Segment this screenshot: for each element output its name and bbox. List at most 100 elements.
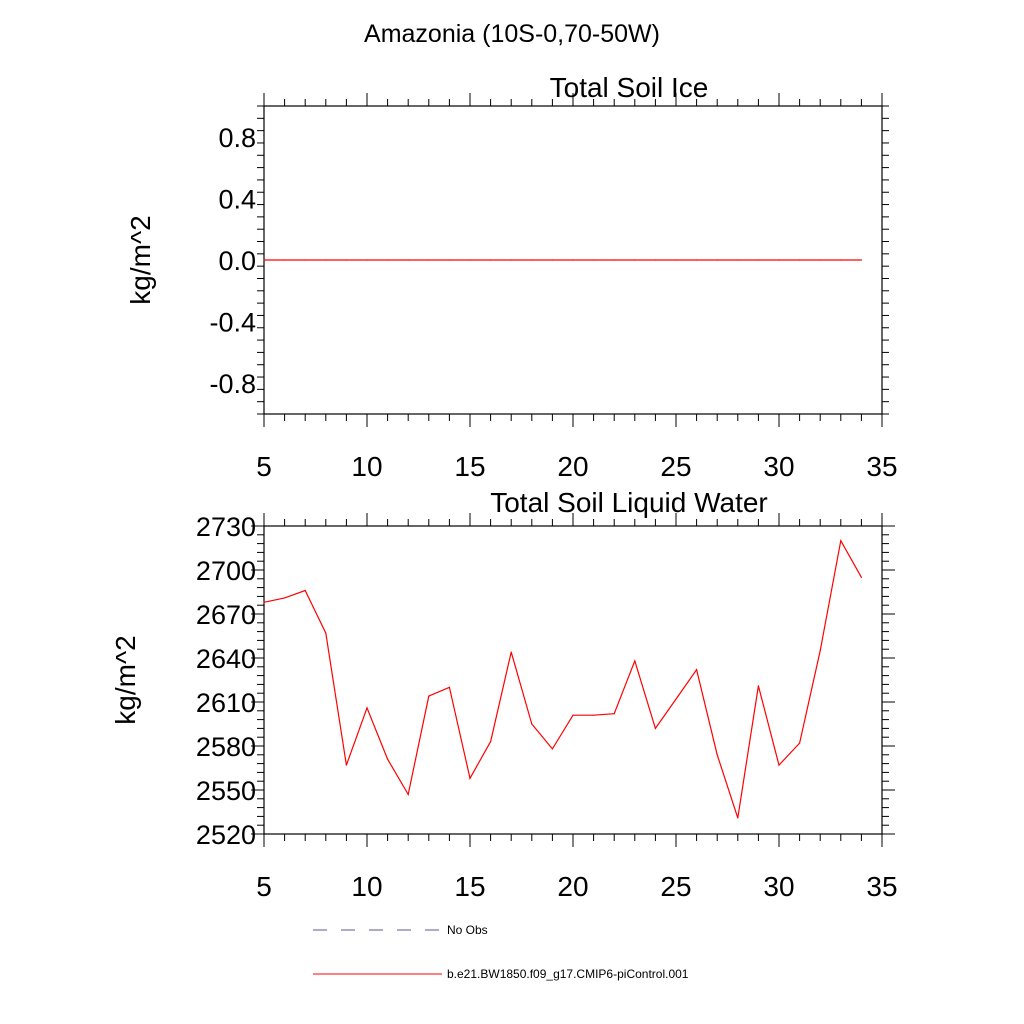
y-tick-label: 0.8 — [218, 123, 256, 153]
page-title: Amazonia (10S-0,70-50W) — [364, 20, 660, 48]
data-point — [510, 651, 512, 653]
soil-liquid-water-panel: Total Soil Liquid Water 5 10 15 20 25 30 35 2520… — [110, 487, 898, 902]
legend-obs-label: No Obs — [447, 923, 488, 937]
x-tick-label: 20 — [557, 871, 588, 902]
data-point — [675, 698, 677, 700]
y-tick-label: 0.4 — [218, 184, 256, 214]
soil-ice-panel: Total Soil Ice 5 10 15 20 25 30 35 -0.8 -0.4 0.0 0.… — [125, 72, 898, 482]
data-point — [799, 742, 801, 744]
x-tick-label: 15 — [454, 451, 485, 482]
data-point — [799, 259, 801, 261]
data-point — [778, 764, 780, 766]
data-point — [716, 754, 718, 756]
data-point — [345, 259, 347, 261]
x-tick-label: 30 — [763, 451, 794, 482]
data-point — [860, 576, 863, 578]
x-tick-label: 20 — [557, 451, 588, 482]
x-tick-label: 5 — [256, 871, 272, 902]
data-point — [531, 259, 533, 261]
data-point — [345, 764, 347, 766]
y-axis-label: kg/m^2 — [110, 635, 141, 724]
y-tick-label: 2700 — [196, 556, 256, 586]
data-point — [634, 259, 636, 261]
data-point — [654, 727, 657, 730]
plot-frame — [263, 525, 883, 835]
x-tick-label: 15 — [454, 871, 485, 902]
data-point — [428, 695, 430, 697]
x-tick-label: 30 — [763, 871, 794, 902]
y-tick-label: 2610 — [196, 688, 256, 718]
legend: No Obs b.e21.BW1850.f09_g17.CMIP6-piCont… — [313, 923, 689, 981]
data-point — [572, 714, 574, 716]
data-point — [490, 259, 492, 261]
y-tick-label: 2640 — [196, 644, 256, 674]
data-point — [263, 259, 265, 261]
x-tick-label: 35 — [866, 871, 897, 902]
data-point — [593, 714, 595, 716]
data-point — [448, 259, 450, 261]
y-tick-label: 2550 — [196, 776, 256, 806]
data-point — [284, 597, 286, 599]
y-tick-label: 0.0 — [218, 246, 256, 276]
data-point — [407, 793, 409, 796]
data-point — [263, 601, 265, 603]
data-point — [675, 259, 677, 261]
data-point — [531, 723, 533, 725]
data-point — [696, 669, 698, 671]
data-point — [572, 259, 574, 261]
legend-model-label: b.e21.BW1850.f09_g17.CMIP6-piControl.001 — [447, 967, 689, 981]
data-point — [469, 777, 471, 779]
data-point — [757, 685, 760, 687]
data-point — [284, 259, 286, 261]
x-tick-label: 25 — [660, 871, 691, 902]
data-point — [634, 660, 636, 662]
data-point — [366, 707, 368, 709]
data-point — [778, 259, 780, 261]
x-tick-label: 35 — [866, 451, 897, 482]
y-tick-label: 2580 — [196, 732, 256, 762]
data-point — [551, 748, 554, 750]
data-point — [304, 259, 306, 261]
data-point — [448, 686, 450, 688]
data-point — [366, 259, 368, 261]
y-tick-label: -0.4 — [209, 308, 256, 338]
x-tick-label: 25 — [660, 451, 691, 482]
data-point — [757, 259, 760, 261]
data-point — [716, 259, 718, 261]
data-point — [593, 259, 595, 261]
data-point — [387, 259, 389, 261]
data-point — [613, 713, 615, 715]
data-point — [407, 259, 409, 261]
data-point — [840, 259, 842, 261]
data-point — [840, 540, 842, 542]
chart-title: Total Soil Liquid Water — [490, 487, 768, 518]
data-point — [510, 259, 512, 261]
x-tick-label: 10 — [351, 451, 382, 482]
data-point — [819, 259, 821, 261]
data-point — [304, 589, 306, 592]
data-point — [551, 259, 554, 261]
x-tick-label: 10 — [351, 871, 382, 902]
y-tick-label: 2520 — [196, 820, 256, 850]
data-point — [490, 741, 492, 743]
chart-title: Total Soil Ice — [550, 72, 709, 103]
data-point — [696, 259, 698, 261]
data-point — [860, 259, 863, 261]
data-point — [654, 259, 657, 261]
data-point — [325, 632, 327, 634]
y-axis-label: kg/m^2 — [125, 215, 156, 304]
series-line — [263, 538, 862, 819]
y-tick-label: 2730 — [196, 512, 256, 542]
data-point — [325, 259, 327, 261]
data-point — [737, 259, 739, 261]
data-point — [387, 758, 389, 760]
x-tick-label: 5 — [256, 451, 272, 482]
y-tick-label: -0.8 — [209, 369, 256, 399]
data-point — [613, 259, 615, 261]
data-point — [737, 817, 739, 819]
data-point — [428, 259, 430, 261]
data-point — [469, 259, 471, 261]
data-point — [819, 650, 821, 652]
y-tick-label: 2670 — [196, 600, 256, 630]
